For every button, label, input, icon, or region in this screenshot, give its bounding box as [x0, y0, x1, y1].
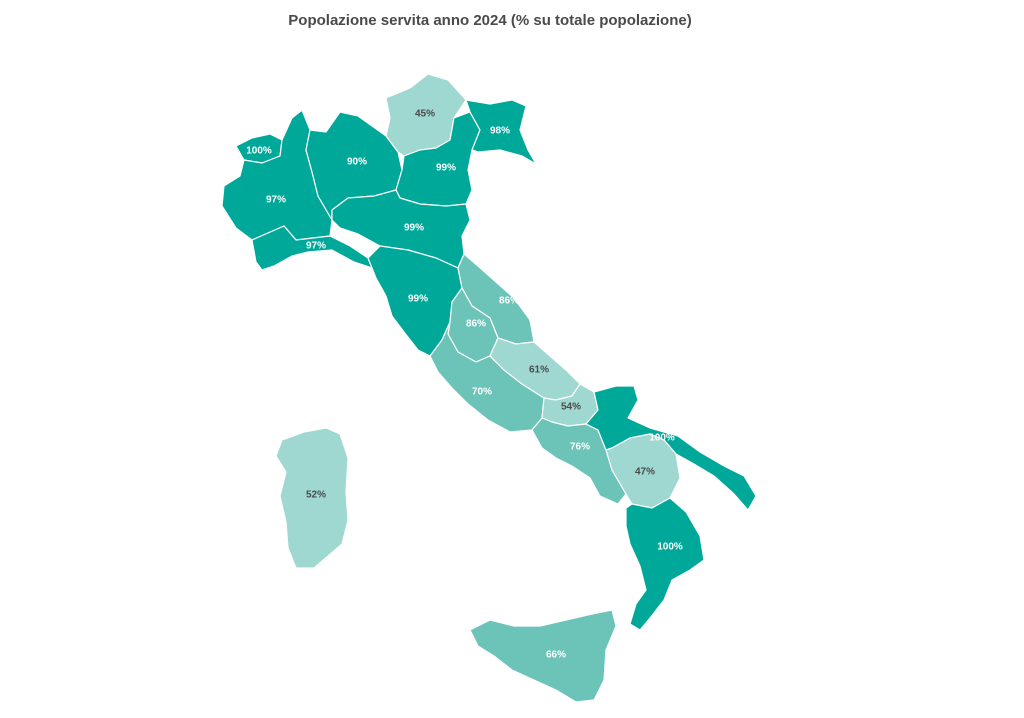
- label-piemonte: 97%: [266, 195, 286, 206]
- label-marche: 86%: [499, 296, 519, 307]
- label-emilia-romagna: 99%: [404, 223, 424, 234]
- region-friuli-venezia-giulia[interactable]: [465, 99, 537, 165]
- label-calabria: 100%: [657, 542, 683, 553]
- region-sicilia[interactable]: [469, 609, 617, 703]
- label-veneto: 99%: [436, 163, 456, 174]
- region-sardegna[interactable]: [275, 427, 349, 569]
- label-sicilia: 66%: [546, 650, 566, 661]
- label-puglia: 100%: [649, 433, 675, 444]
- label-basilicata: 47%: [635, 467, 655, 478]
- label-lazio: 70%: [472, 387, 492, 398]
- region-calabria[interactable]: [625, 497, 705, 631]
- label-liguria: 97%: [306, 241, 326, 252]
- region-emilia-romagna[interactable]: [331, 189, 471, 269]
- label-molise: 54%: [561, 402, 581, 413]
- label-campania: 76%: [570, 442, 590, 453]
- label-valle-d-aosta: 100%: [246, 146, 272, 157]
- label-toscana: 99%: [408, 294, 428, 305]
- label-abruzzo: 61%: [529, 365, 549, 376]
- region-basilicata[interactable]: [605, 433, 681, 509]
- label-friuli-venezia-giulia: 98%: [490, 126, 510, 137]
- label-sardegna: 52%: [306, 490, 326, 501]
- label-umbria: 86%: [466, 319, 486, 330]
- label-trentino-alto-adige: 45%: [415, 109, 435, 120]
- label-lombardia: 90%: [347, 157, 367, 168]
- map-title: Popolazione servita anno 2024 (% su tota…: [288, 12, 692, 29]
- region-liguria[interactable]: [251, 225, 373, 271]
